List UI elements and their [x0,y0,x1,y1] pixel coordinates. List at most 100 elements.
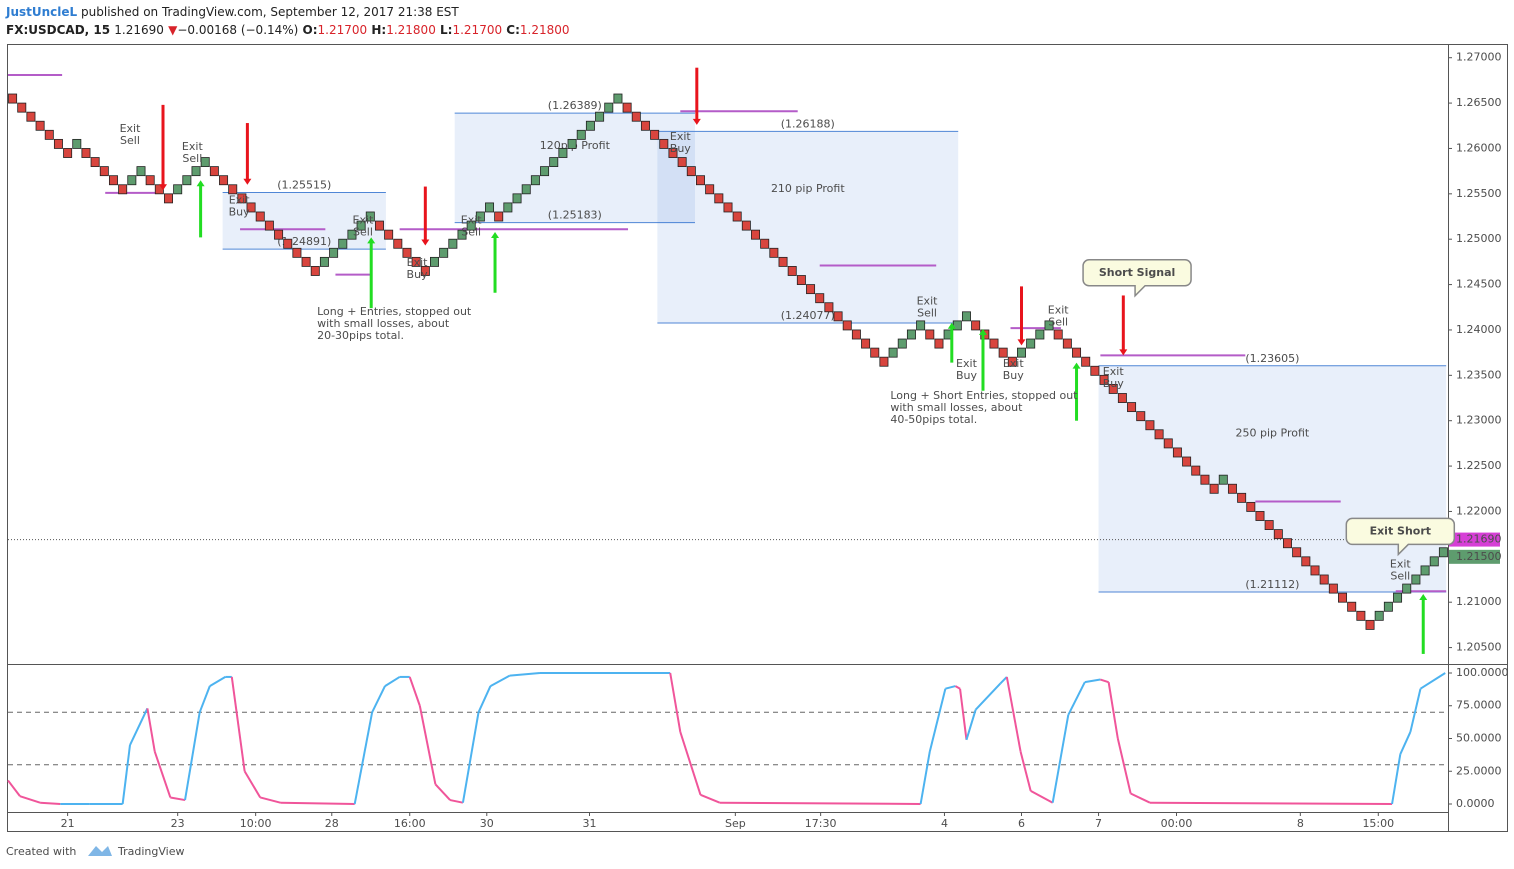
brick [1108,384,1118,394]
exit-note-line: Exit [461,213,483,226]
brick [1218,474,1228,485]
price-tag [1449,532,1500,547]
x-tick-label: 15:00 [1362,817,1394,830]
brick [751,229,761,240]
brick [695,175,705,186]
brick [99,166,109,177]
brick [540,166,550,177]
brick [338,238,348,249]
ohlc-value: 1.21800 [520,23,570,37]
brick [1383,601,1393,612]
oscillator-segment [434,783,451,801]
x-tick-label: 00:00 [1161,817,1193,830]
y-tick-label: 1.27000 [1456,51,1502,64]
brick [118,184,128,195]
author[interactable]: JustUncleL [5,5,78,19]
brick [393,238,403,249]
x-tick-label: 21 [61,817,75,830]
signal-arrow-head [367,237,376,244]
last-price: 1.21690 [114,23,164,37]
brick [925,329,935,340]
brick [1292,547,1302,558]
price-tag-label: 1.21690 [1456,533,1502,546]
oscillator-segment [700,793,721,804]
brick [1273,529,1283,540]
brick [640,120,650,131]
brick [769,247,779,258]
brick [127,175,137,186]
brick [778,256,788,267]
exit-note-line: Sell [1048,315,1068,328]
comment: Long + Short Entries, stopped out with sm… [890,389,1078,426]
zone-label: 210 pip Profit [771,182,845,195]
brick [1429,556,1439,567]
zone-top-label: (1.25515) [277,178,331,191]
brick [1182,456,1192,467]
brick [998,347,1008,358]
zone-bottom-label: (1.24077) [781,309,835,322]
ohlc-value: 1.21800 [386,23,436,37]
brick [1283,538,1292,549]
brick [191,166,201,177]
y-tick-label: 1.25500 [1456,187,1502,200]
comment-line: Long + Short Entries, stopped out [890,389,1078,402]
signal-arrow-head [978,329,987,336]
brick [650,129,660,140]
exit-note: Exit Sell [461,213,483,238]
brick [475,211,485,222]
oscillator-segment [959,688,968,740]
oscillator-segment [1005,676,1022,752]
exit-note: Exit Buy [670,130,692,155]
oscillator-segment [954,685,961,690]
brick [842,320,852,331]
exit-note-line: Buy [229,206,251,219]
brick [411,256,421,267]
y-tick-label: 1.23500 [1456,368,1502,381]
y-tick-label: 1.24500 [1456,278,1502,291]
exit-note: Exit Sell [182,140,204,165]
oscillator-segment [7,779,21,797]
brick [705,184,715,195]
y-tick-label: 75.0000 [1456,699,1502,712]
exit-note: Exit Buy [229,194,251,219]
y-tick-label: 1.26000 [1456,141,1502,154]
zone-bottom-label: (1.21112) [1245,578,1299,591]
brick [824,302,834,313]
brick [26,111,36,122]
brick [1310,565,1320,576]
oscillator-segment [1107,682,1119,739]
oscillator-segment [230,676,246,772]
x-tick-label: 4 [941,817,948,830]
x-tick-label: 23 [171,817,185,830]
brick [760,238,770,249]
brick [613,93,623,104]
brick [420,266,430,276]
brick [200,157,210,168]
y-tick-label: 1.21000 [1456,595,1502,608]
brick [677,157,687,168]
published: published on TradingView.com, September … [81,5,459,19]
change-arrow: ▼ [168,23,178,37]
callout-box [1345,517,1456,557]
x-tick-label: 31 [583,817,597,830]
profit-zone [657,131,959,323]
oscillator-segment [1391,754,1402,805]
brick [384,229,394,240]
oscillator-segment [384,676,401,687]
brick [1026,338,1036,349]
brick [264,220,274,231]
brick [292,247,302,258]
oscillator-segment [1030,790,1054,804]
brick [1227,483,1237,494]
x-tick-label: 17:30 [805,817,837,830]
footer-brand[interactable]: TradingView [117,845,184,858]
brick [558,148,568,158]
oscillator-segment [928,688,947,752]
exit-note-line: Buy [407,268,429,281]
brick [1154,429,1164,440]
y-tick-label: 100.0000 [1456,666,1509,679]
signal-arrow-head [491,231,500,238]
zone-top-label: (1.26188) [781,117,835,130]
brick [182,175,192,186]
brick [1062,338,1072,349]
